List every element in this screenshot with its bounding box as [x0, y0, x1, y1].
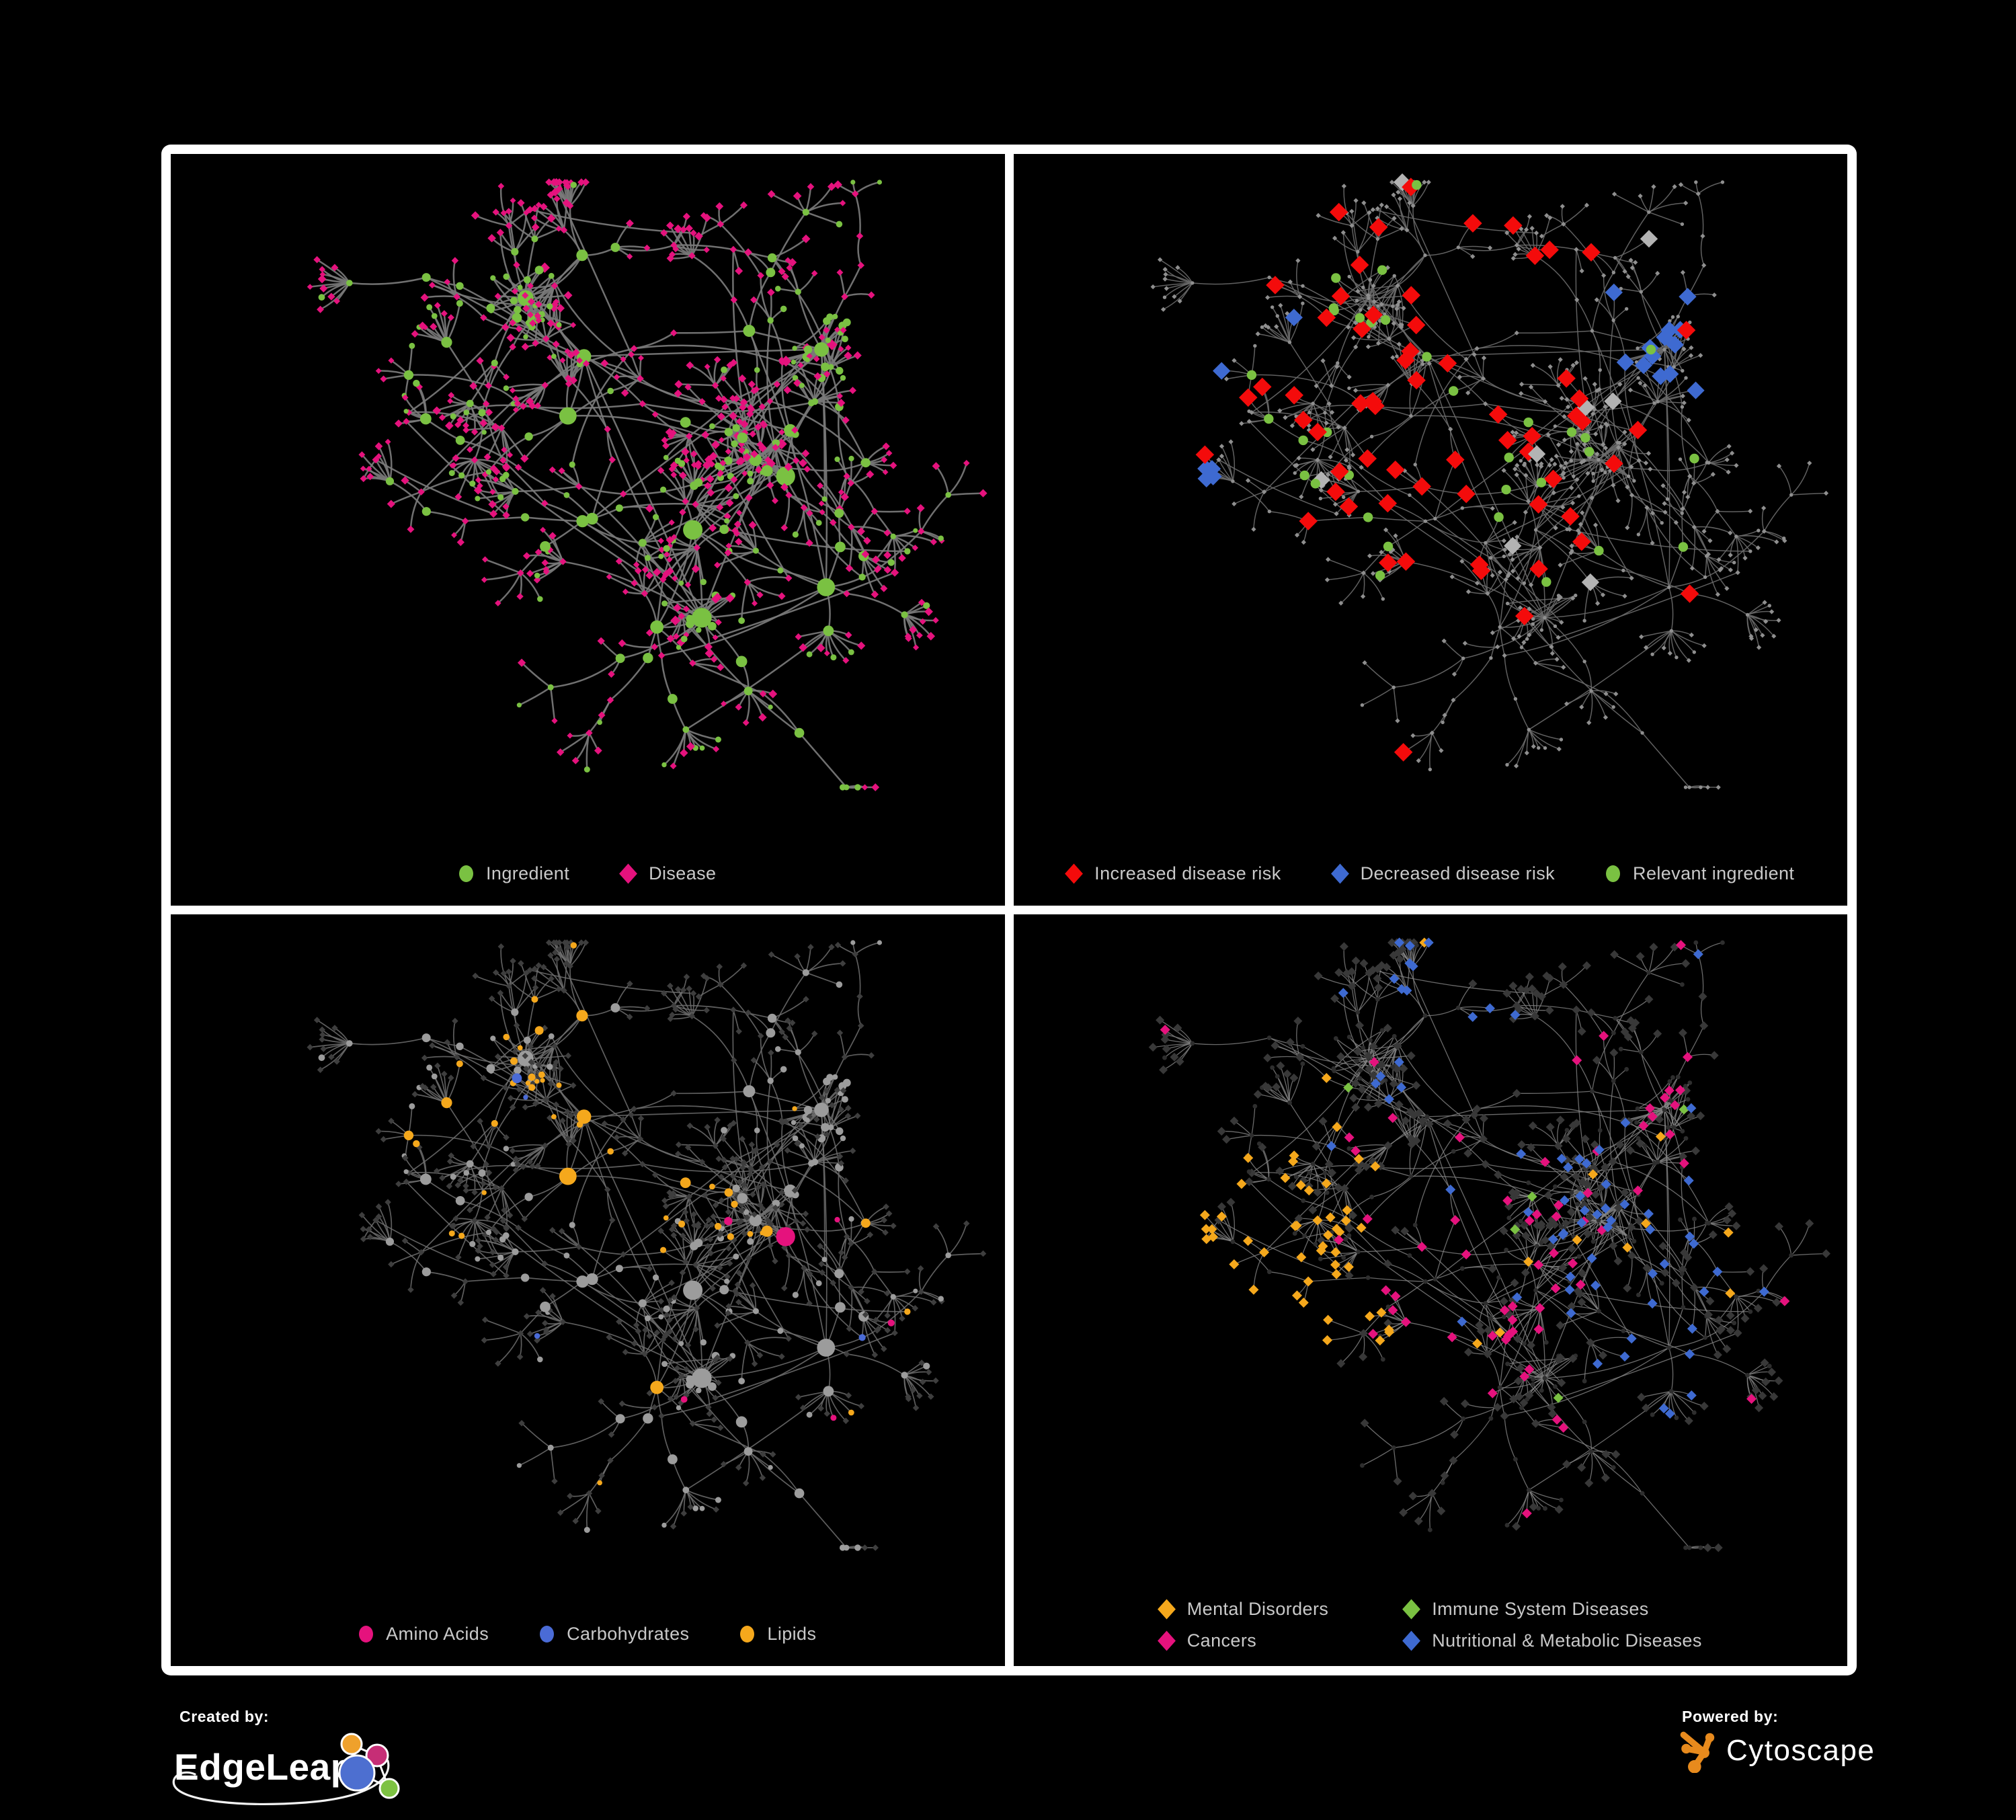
cytoscape-wordmark: Cytoscape [1726, 1734, 1876, 1767]
edgeleap-network-icon [338, 1733, 400, 1799]
network-disease-classes [1148, 937, 1830, 1552]
network-compound-classes [307, 939, 987, 1551]
edgeleap-wordmark: EdgeLeap [174, 1746, 354, 1788]
legend-label: Cancers [1186, 1630, 1257, 1651]
legend-disease-classes: Mental Disorders Immune System Diseases Ca… [1014, 1599, 1848, 1651]
legend-item-amino-acids: Amino Acids [359, 1625, 489, 1643]
legend-item-relevant-ingredient: Relevant ingredient [1606, 865, 1794, 883]
diamond-marker [619, 863, 638, 884]
legend-label: Disease [649, 863, 717, 883]
panel-ingredient-disease: Ingredient Disease [171, 154, 1005, 906]
edgeleap-logo: EdgeLeap [172, 1733, 400, 1805]
legend-item-decreased-disease-risk: Decreased disease risk [1330, 863, 1556, 884]
legend-label: Immune System Diseases [1432, 1599, 1649, 1619]
circle-marker [740, 1626, 755, 1643]
diamond-marker [1157, 1630, 1176, 1651]
legend-item-carbohydrates: Carbohydrates [540, 1625, 689, 1643]
diamond-marker [1330, 863, 1349, 884]
cytoscape-credit: Powered by: Cytoscape [1679, 1708, 1875, 1773]
diamond-marker [1157, 1599, 1176, 1620]
legend-item-nutritional-metabolic-diseases: Nutritional & Metabolic Diseases [1402, 1630, 1702, 1651]
legend-label: Increased disease risk [1094, 863, 1281, 883]
legend-item-ingredient: Ingredient [459, 865, 569, 883]
legend-label: Lipids [767, 1624, 817, 1644]
legend-compound-classes: Amino Acids Carbohydrates Lipids [171, 1625, 1005, 1643]
panel-compound-classes: Amino Acids Carbohydrates Lipids [171, 914, 1005, 1666]
legend-item-disease: Disease [619, 863, 717, 884]
legend-label: Relevant ingredient [1633, 863, 1795, 883]
circle-marker [1606, 865, 1621, 882]
powered-by-label: Powered by: [1682, 1708, 1779, 1725]
circle-marker [459, 865, 474, 882]
legend-label: Amino Acids [386, 1624, 489, 1644]
panel-disease-classes: Mental Disorders Immune System Diseases Ca… [1013, 914, 1848, 1666]
edgeleap-credit: Created by: EdgeLeap [163, 1708, 419, 1815]
cytoscape-icon [1680, 1731, 1715, 1773]
circle-marker [540, 1626, 555, 1643]
network-ingredient-disease [307, 177, 987, 791]
legend-label: Ingredient [486, 863, 570, 883]
diamond-marker [1402, 1599, 1421, 1620]
panel-grid: Ingredient Disease Increased disease risk… [161, 145, 1857, 1675]
legend-label: Carbohydrates [567, 1624, 690, 1644]
legend-item-mental-disorders: Mental Disorders [1157, 1599, 1329, 1620]
legend-item-lipids: Lipids [740, 1625, 816, 1643]
legend-item-increased-disease-risk: Increased disease risk [1065, 863, 1281, 884]
network-disease-risk [1150, 173, 1828, 790]
panel-disease-risk: Increased disease risk Decreased disease … [1013, 154, 1848, 906]
legend-label: Nutritional & Metabolic Diseases [1432, 1630, 1702, 1651]
diamond-marker [1065, 863, 1084, 884]
legend-disease-risk: Increased disease risk Decreased disease … [1014, 863, 1848, 884]
created-by-label: Created by: [179, 1708, 270, 1725]
diamond-marker [1402, 1630, 1421, 1651]
legend-label: Decreased disease risk [1360, 863, 1556, 883]
legend-item-cancers: Cancers [1157, 1630, 1328, 1651]
legend-label: Mental Disorders [1186, 1599, 1329, 1619]
legend-item-immune-system-diseases: Immune System Diseases [1402, 1599, 1701, 1620]
legend-ingredient-disease: Ingredient Disease [171, 863, 1005, 884]
circle-marker [359, 1626, 374, 1643]
